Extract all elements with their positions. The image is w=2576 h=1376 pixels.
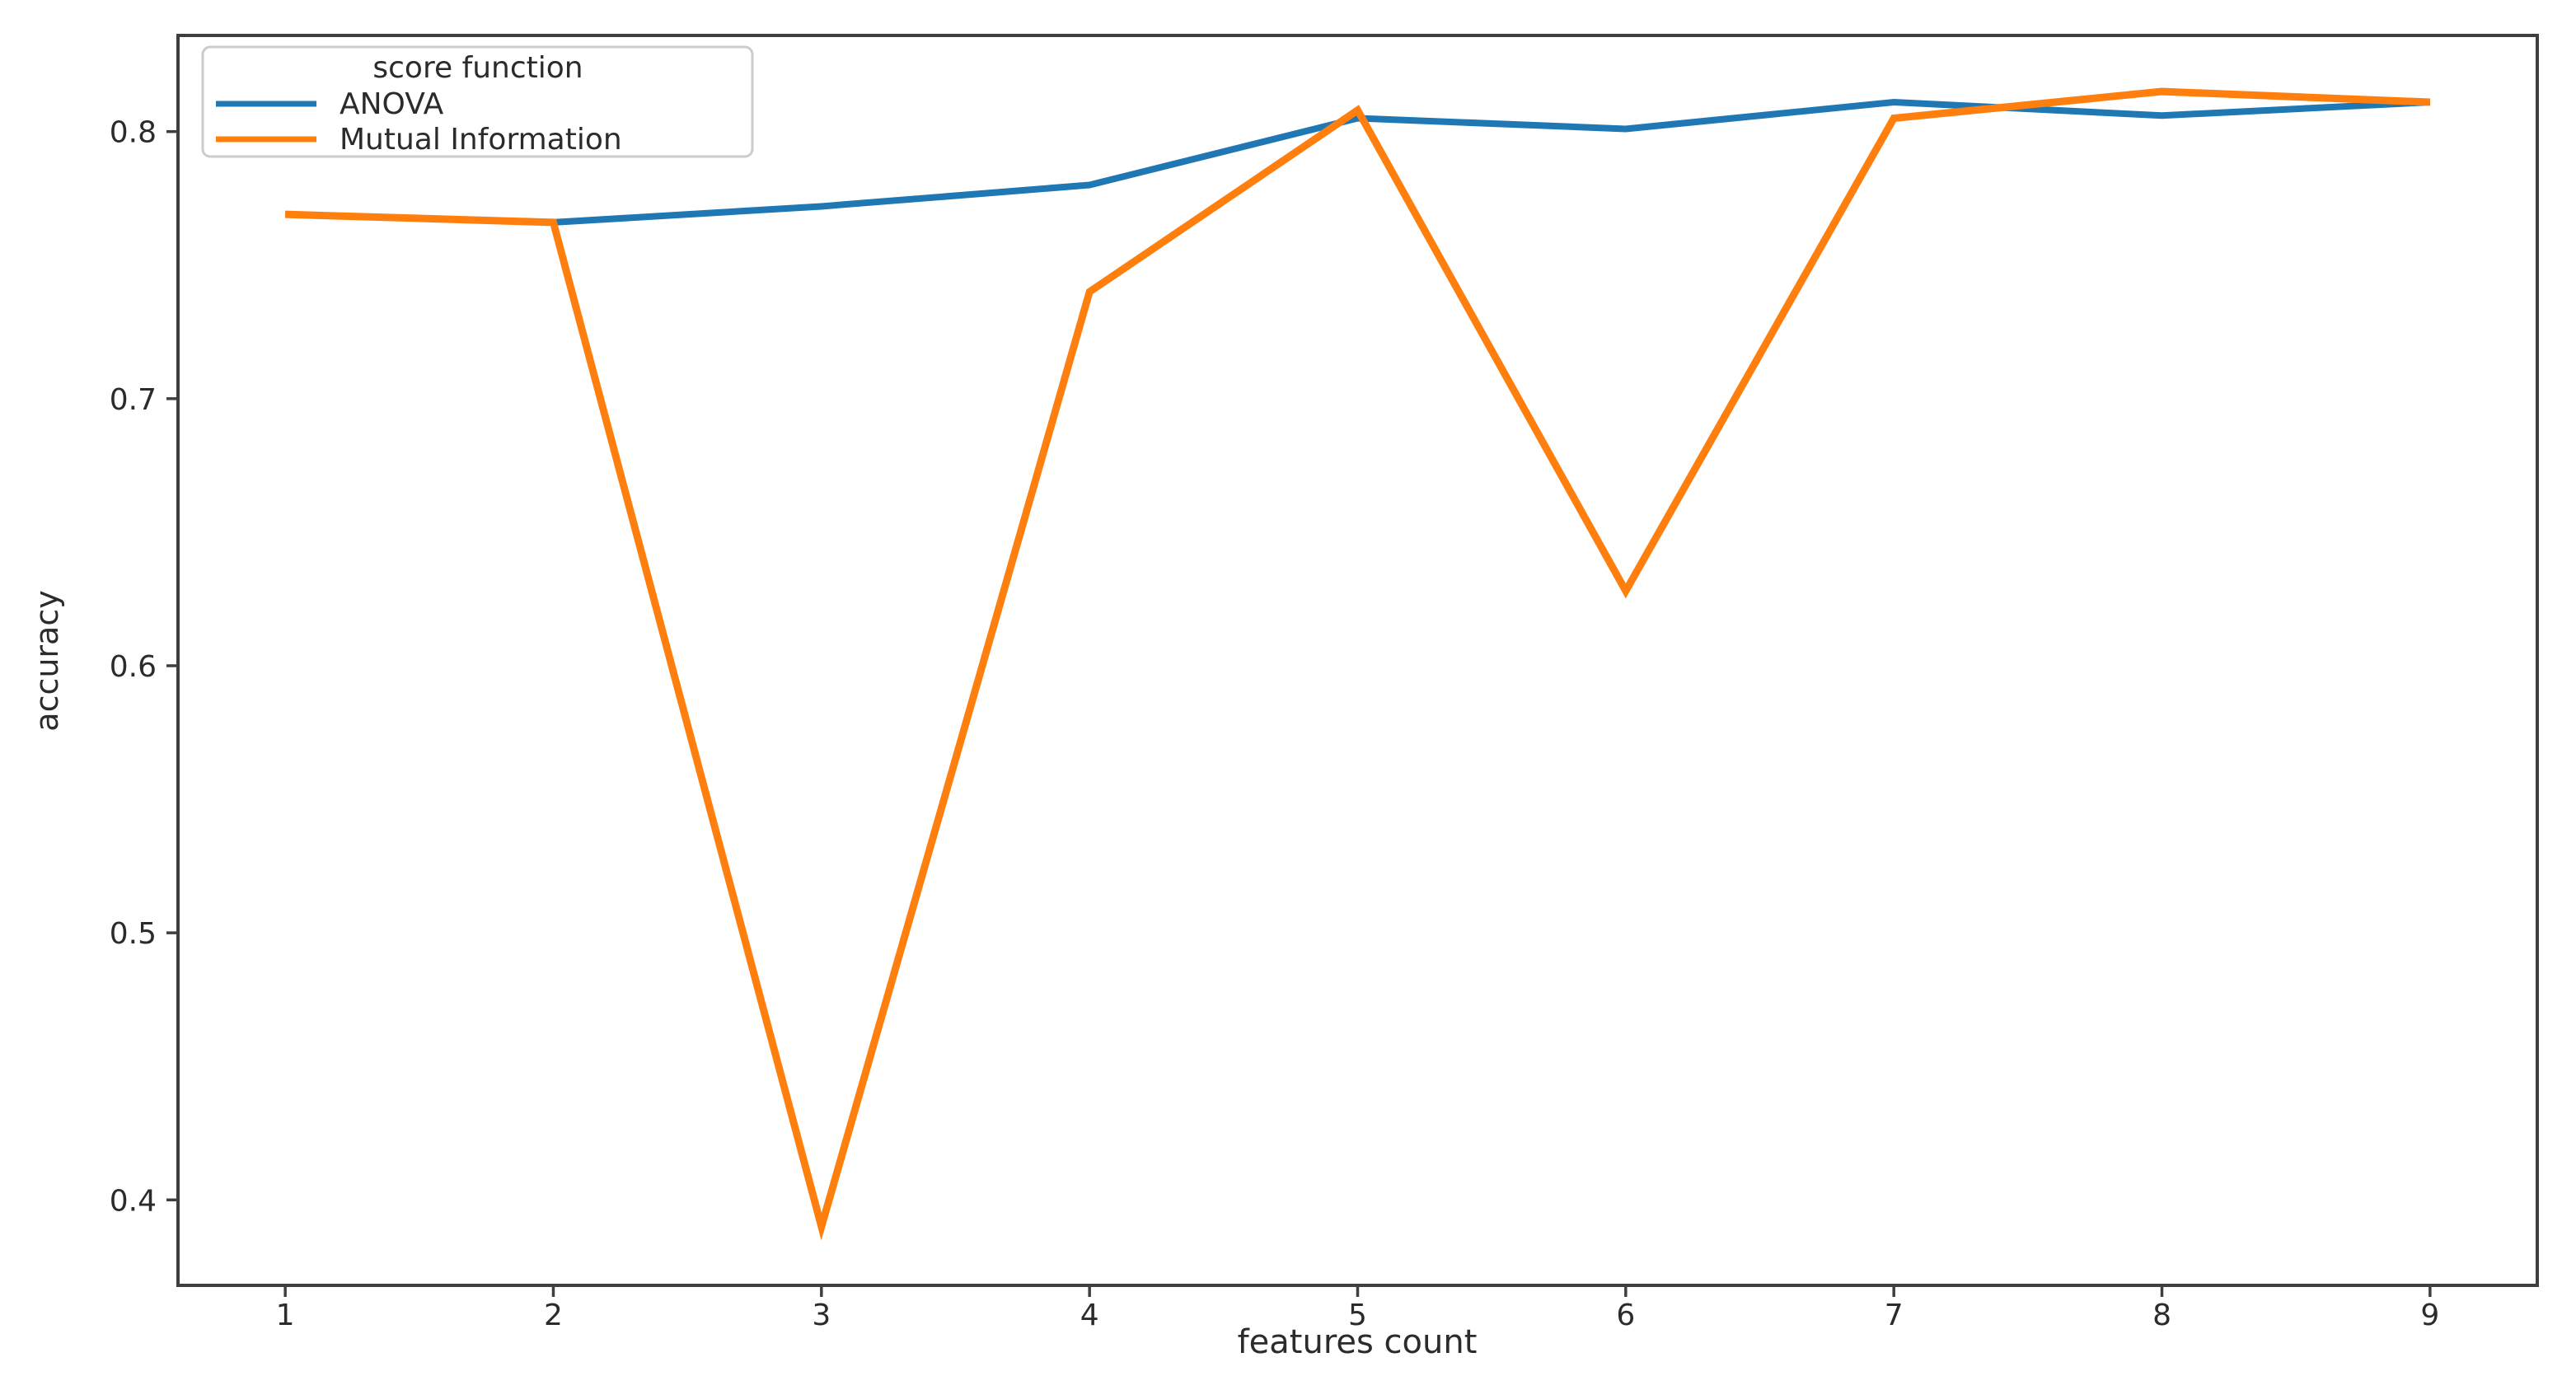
legend-box (201, 45, 754, 158)
y-tick-label: 0.5 (110, 917, 157, 951)
x-tick-label: 3 (812, 1299, 831, 1332)
x-tick-label: 1 (276, 1299, 295, 1332)
series-lines (285, 87, 2431, 1241)
line-mutual-information (285, 87, 2431, 1241)
x-tick-label: 5 (1348, 1299, 1367, 1332)
line-anova (285, 99, 2431, 226)
y-axis: 0.4 0.5 0.6 0.7 0.8 (110, 116, 178, 1218)
x-tick-label: 4 (1080, 1299, 1099, 1332)
x-tick-label: 7 (1885, 1299, 1904, 1332)
y-tick-label: 0.6 (110, 650, 157, 684)
y-tick-label: 0.8 (110, 116, 157, 150)
legend: score function ANOVA Mutual Information (201, 45, 754, 158)
x-axis-label: features count (1238, 1323, 1478, 1361)
y-axis-label: accuracy (29, 590, 65, 731)
legend-label-anova: ANOVA (340, 87, 444, 121)
legend-title: score function (372, 51, 583, 85)
y-tick-label: 0.4 (110, 1184, 157, 1218)
y-tick-label: 0.7 (110, 383, 157, 417)
x-tick-label: 6 (1616, 1299, 1635, 1332)
legend-label-mutual-information: Mutual Information (340, 123, 622, 157)
x-tick-label: 2 (544, 1299, 563, 1332)
x-axis: 1 2 3 4 5 6 7 8 9 (276, 1285, 2439, 1332)
x-tick-label: 8 (2152, 1299, 2171, 1332)
x-tick-label: 9 (2420, 1299, 2439, 1332)
